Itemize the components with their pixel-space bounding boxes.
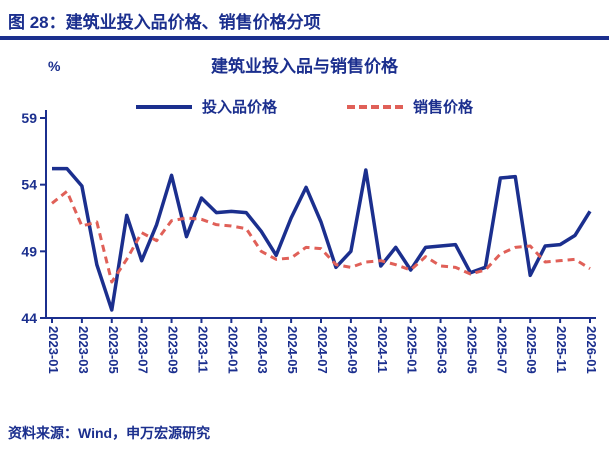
legend-item-input-price: 投入品价格: [135, 96, 277, 117]
price-line-chart: 44 49 54 59 2023-01 2023-03 2023-05 2023-07 2023…: [21, 110, 599, 374]
svg-text:2024-03: 2024-03: [255, 326, 270, 374]
y-axis-unit-label: %: [48, 58, 61, 74]
svg-text:2025-03: 2025-03: [435, 326, 450, 374]
figure-title: 图 28：建筑业投入品价格、销售价格分项: [0, 0, 609, 40]
svg-text:2025-07: 2025-07: [494, 326, 509, 374]
chart-area: 44 49 54 59 2023-01 2023-03 2023-05 2023-07 2023…: [0, 40, 609, 415]
svg-text:2023-11: 2023-11: [195, 326, 210, 373]
svg-text:2025-09: 2025-09: [524, 326, 539, 374]
svg-text:2023-01: 2023-01: [46, 326, 61, 374]
svg-text:2024-11: 2024-11: [375, 326, 390, 373]
legend-label-sales-price: 销售价格: [413, 99, 474, 116]
legend-label-input-price: 投入品价格: [201, 99, 277, 116]
svg-text:2025-05: 2025-05: [464, 326, 479, 374]
svg-text:2025-11: 2025-11: [554, 326, 569, 373]
data-source-note: 资料来源：Wind，申万宏源研究: [8, 425, 211, 441]
dashed-line-swatch: [347, 104, 403, 109]
svg-text:2026-01: 2026-01: [584, 326, 599, 374]
svg-text:2024-07: 2024-07: [315, 326, 330, 374]
svg-text:2024-09: 2024-09: [345, 326, 360, 374]
svg-text:44: 44: [21, 310, 37, 326]
svg-text:2023-09: 2023-09: [166, 326, 181, 374]
svg-text:2023-07: 2023-07: [136, 326, 151, 374]
svg-text:2025-01: 2025-01: [405, 326, 420, 374]
solid-line-swatch: [135, 104, 192, 109]
chart-legend: 投入品价格 销售价格: [0, 96, 609, 117]
chart-title: 建筑业投入品与销售价格: [211, 57, 398, 76]
svg-text:59: 59: [21, 110, 37, 126]
svg-text:2023-03: 2023-03: [76, 326, 91, 374]
svg-text:2023-05: 2023-05: [106, 326, 121, 374]
svg-text:2024-01: 2024-01: [225, 326, 240, 374]
svg-text:54: 54: [21, 177, 37, 193]
svg-text:2024-05: 2024-05: [285, 326, 300, 374]
svg-text:49: 49: [21, 243, 37, 259]
legend-item-sales-price: 销售价格: [347, 96, 473, 117]
